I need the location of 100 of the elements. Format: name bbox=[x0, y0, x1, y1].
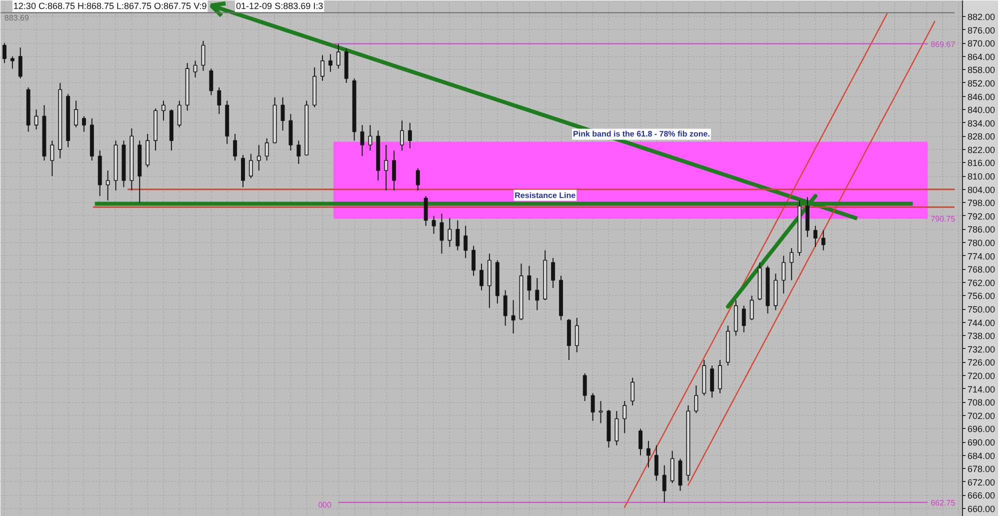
y-tick-label: 882.00 bbox=[968, 12, 996, 22]
candlestick bbox=[638, 428, 642, 456]
y-tick-label: 678.00 bbox=[968, 464, 996, 474]
y-tick-label: 828.00 bbox=[968, 132, 996, 142]
candlestick bbox=[416, 168, 420, 191]
candlestick bbox=[527, 265, 532, 301]
y-tick-label: 696.00 bbox=[968, 424, 996, 434]
y-tick-label: 870.00 bbox=[968, 38, 996, 49]
candlestick bbox=[535, 278, 540, 311]
candlestick bbox=[424, 195, 428, 226]
candlestick bbox=[408, 122, 412, 149]
candlestick bbox=[201, 40, 206, 72]
candlestick bbox=[248, 153, 253, 179]
y-tick-label: 750.00 bbox=[968, 304, 996, 315]
y-tick-label: 786.00 bbox=[968, 224, 996, 235]
y-tick-label: 810.00 bbox=[968, 172, 996, 182]
candlestick bbox=[336, 44, 340, 70]
candlestick bbox=[503, 290, 508, 326]
candlestick bbox=[256, 144, 261, 172]
y-tick-label: 738.00 bbox=[968, 331, 996, 342]
candlestick bbox=[233, 133, 238, 162]
candlestick bbox=[161, 100, 166, 122]
candlestick bbox=[50, 140, 54, 177]
y-tick-label: 762.00 bbox=[968, 278, 996, 288]
candlestick bbox=[480, 263, 484, 291]
candlestick bbox=[694, 385, 698, 414]
candlestick bbox=[209, 68, 214, 96]
y-tick-label: 768.00 bbox=[968, 264, 996, 275]
candlestick bbox=[456, 220, 460, 251]
y-tick-label: 876.00 bbox=[968, 25, 996, 36]
candlestick bbox=[217, 86, 222, 114]
y-tick-label: 660.00 bbox=[968, 504, 996, 514]
chart-title: 12:30 C:868.75 H:868.75 L:867.75 O:867.75 V:9 bbox=[13, 1, 207, 11]
candlestick bbox=[264, 138, 269, 162]
candlestick bbox=[710, 365, 714, 398]
candlestick bbox=[574, 317, 579, 353]
candlestick bbox=[718, 360, 722, 394]
candlestick bbox=[34, 109, 38, 130]
candlestick bbox=[106, 170, 110, 201]
candlestick bbox=[646, 440, 650, 468]
candlestick bbox=[400, 120, 404, 152]
candlestick bbox=[392, 150, 396, 191]
y-tick-label: 816.00 bbox=[968, 158, 996, 168]
y-tick-label: 834.00 bbox=[968, 118, 996, 128]
candlestick bbox=[582, 372, 587, 402]
y-tick-label: 822.00 bbox=[968, 144, 996, 155]
y-tick-label: 852.00 bbox=[968, 78, 996, 88]
y-tick-label: 684.00 bbox=[968, 450, 996, 461]
candlestick bbox=[320, 54, 324, 82]
y-tick-label: 774.00 bbox=[968, 251, 996, 262]
candlestick bbox=[18, 46, 22, 80]
candlestick bbox=[82, 116, 86, 132]
candlestick bbox=[782, 255, 786, 294]
y-tick-label: 720.00 bbox=[968, 371, 996, 382]
candlestick bbox=[622, 400, 627, 434]
y-tick-label: 792.00 bbox=[968, 211, 996, 222]
candlestick bbox=[551, 258, 556, 288]
y-tick-label: 756.00 bbox=[968, 291, 996, 302]
y-tick-label: 714.00 bbox=[968, 384, 996, 394]
ref-line-label: 869.67 bbox=[930, 40, 956, 49]
ref-line-label: 883.69 bbox=[4, 14, 30, 23]
candlestick bbox=[790, 248, 794, 281]
candlestick bbox=[662, 464, 666, 503]
candlestick bbox=[432, 215, 436, 234]
candlestick bbox=[10, 56, 14, 70]
candlestick bbox=[193, 60, 198, 78]
candlestick bbox=[511, 300, 516, 334]
y-tick-label: 804.00 bbox=[968, 184, 996, 195]
candlestick bbox=[750, 295, 754, 321]
y-tick-label: 840.00 bbox=[968, 105, 996, 116]
candlestick bbox=[177, 100, 182, 128]
candlestick bbox=[590, 392, 595, 422]
candlestick bbox=[654, 444, 658, 482]
candlestick bbox=[74, 100, 78, 128]
candlestick bbox=[328, 54, 332, 72]
annotation: 000 bbox=[318, 500, 332, 510]
y-tick-label: 858.00 bbox=[968, 65, 996, 76]
y-tick-label: 666.00 bbox=[968, 490, 996, 501]
chart-subtitle: 01-12-09 S:883.69 I:3 bbox=[236, 1, 324, 11]
y-tick-label: 708.00 bbox=[968, 398, 996, 408]
candlestick bbox=[280, 96, 285, 132]
candlestick bbox=[368, 124, 372, 152]
candlestick bbox=[472, 245, 476, 276]
candlestick bbox=[384, 144, 388, 191]
candlestick bbox=[2, 42, 6, 64]
candlestick bbox=[813, 225, 818, 248]
y-tick-label: 864.00 bbox=[968, 52, 996, 62]
y-tick-label: 732.00 bbox=[968, 344, 996, 354]
y-tick-label: 726.00 bbox=[968, 358, 996, 368]
y-tick-label: 780.00 bbox=[968, 238, 996, 248]
annotation: 790.75 bbox=[930, 214, 956, 224]
candlestick bbox=[670, 450, 674, 484]
candlestick bbox=[630, 377, 635, 406]
candlestick bbox=[464, 225, 468, 259]
candlestick bbox=[296, 140, 301, 164]
candlestick bbox=[742, 305, 746, 333]
y-tick-label: 702.00 bbox=[968, 410, 996, 421]
y-tick-label: 798.00 bbox=[968, 198, 996, 208]
candlestick bbox=[821, 230, 826, 251]
candlestick bbox=[598, 400, 603, 424]
